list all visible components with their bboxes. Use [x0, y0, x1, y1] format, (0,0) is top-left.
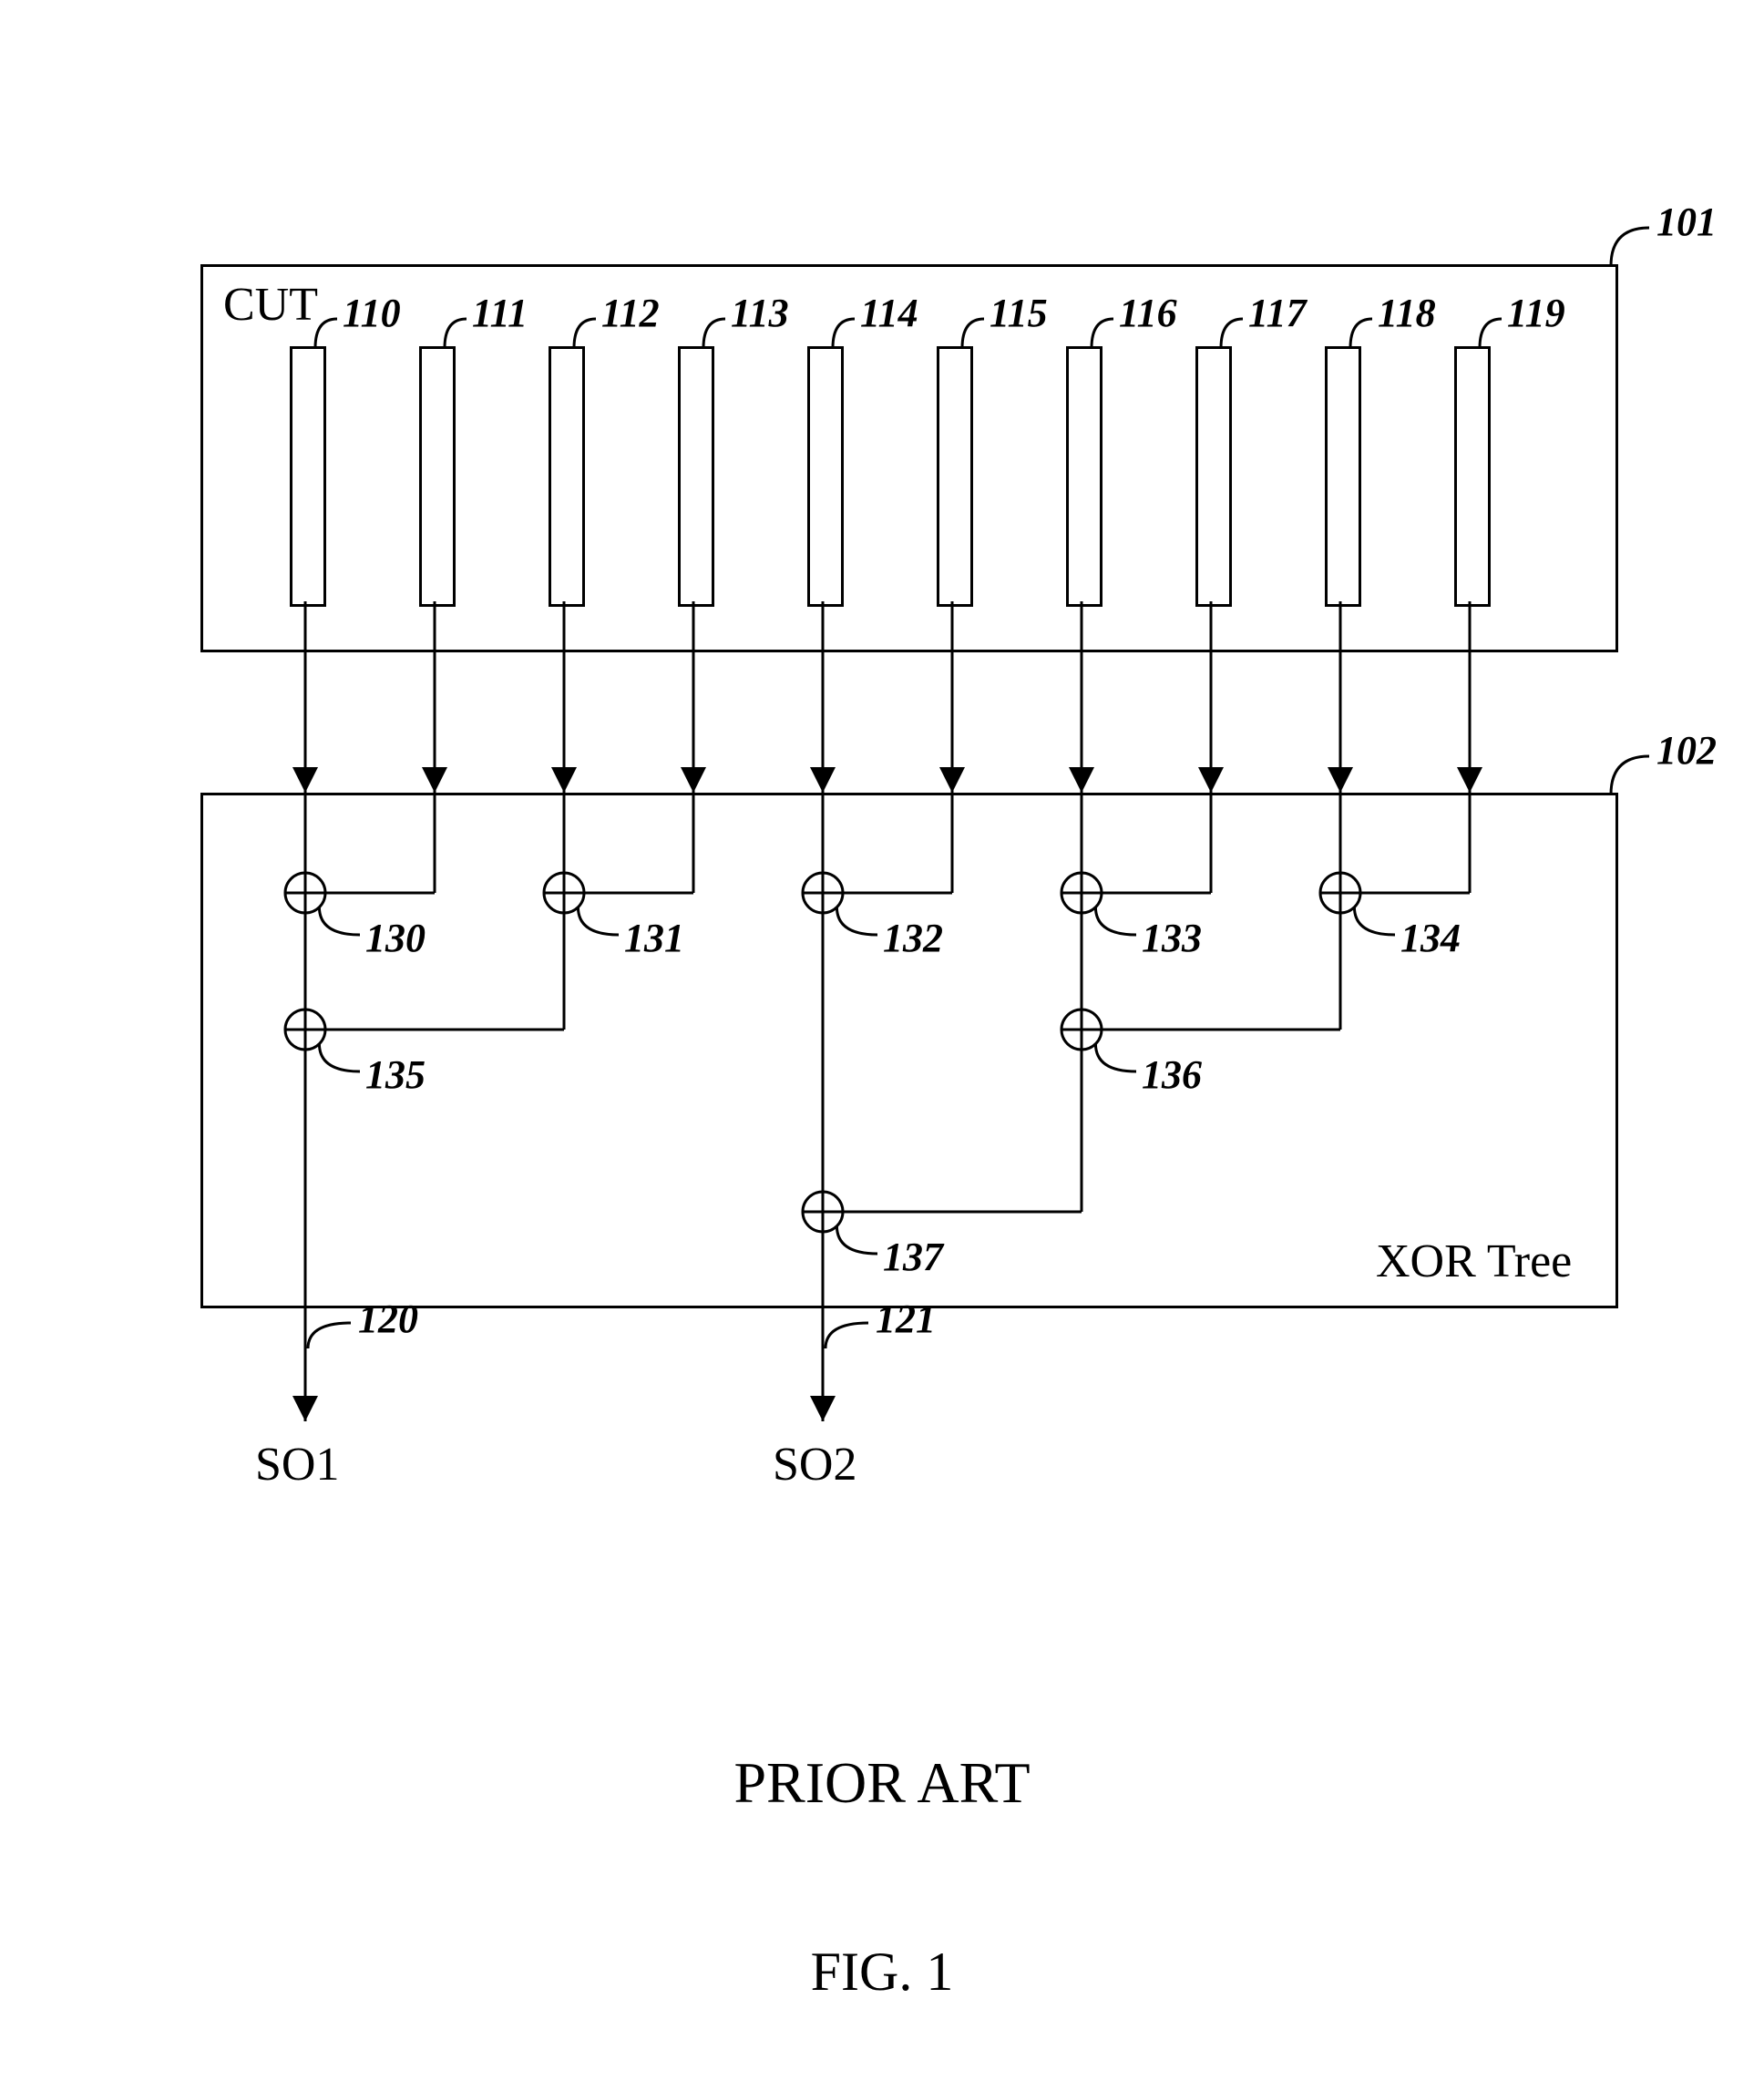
path-element	[315, 319, 337, 348]
path-element	[319, 907, 360, 935]
scanchain-ref-114: 114	[860, 290, 918, 336]
output-label-so1: SO1	[255, 1438, 339, 1491]
path-element	[319, 1043, 360, 1071]
xor-gate-ref-135: 135	[365, 1051, 426, 1098]
xor-gate-ref-130: 130	[365, 915, 426, 961]
polygon-element	[810, 1396, 836, 1421]
polygon-element	[551, 767, 577, 793]
scanchain-ref-118: 118	[1378, 290, 1436, 336]
path-element	[1611, 228, 1649, 266]
scanchain-ref-116: 116	[1119, 290, 1177, 336]
path-element	[1221, 319, 1243, 348]
cut-ref: 101	[1656, 199, 1717, 245]
polygon-element	[1328, 767, 1353, 793]
scanchain-ref-111: 111	[472, 290, 528, 336]
polygon-element	[939, 767, 965, 793]
path-element	[578, 907, 619, 935]
xor-gate-ref-134: 134	[1400, 915, 1461, 961]
path-element	[445, 319, 467, 348]
polygon-element	[292, 1396, 318, 1421]
xor-gate-ref-133: 133	[1142, 915, 1202, 961]
path-element	[1092, 319, 1113, 348]
polygon-element	[681, 767, 706, 793]
output-ref-120: 120	[358, 1296, 418, 1342]
output-label-so2: SO2	[773, 1438, 856, 1491]
scanchain-ref-112: 112	[601, 290, 660, 336]
path-element	[826, 1323, 868, 1348]
path-element	[1354, 907, 1395, 935]
polygon-element	[810, 767, 836, 793]
xor-ref: 102	[1656, 727, 1717, 774]
path-element	[1095, 907, 1136, 935]
xor-gate-ref-137: 137	[883, 1234, 943, 1280]
path-element	[1095, 1043, 1136, 1071]
path-element	[836, 907, 877, 935]
polygon-element	[422, 767, 447, 793]
path-element	[833, 319, 855, 348]
path-element	[308, 1323, 351, 1348]
path-element	[703, 319, 725, 348]
polygon-element	[1198, 767, 1224, 793]
path-element	[574, 319, 596, 348]
output-ref-121: 121	[876, 1296, 936, 1342]
path-element	[1611, 756, 1649, 794]
polygon-element	[1457, 767, 1482, 793]
scanchain-ref-113: 113	[731, 290, 789, 336]
path-element	[1350, 319, 1372, 348]
scanchain-ref-110: 110	[343, 290, 401, 336]
path-element	[836, 1225, 877, 1254]
xor-gate-ref-131: 131	[624, 915, 684, 961]
path-element	[962, 319, 984, 348]
polygon-element	[292, 767, 318, 793]
caption-fig: FIG. 1	[0, 1941, 1764, 2004]
scanchain-ref-115: 115	[990, 290, 1048, 336]
path-element	[1480, 319, 1502, 348]
xor-gate-ref-132: 132	[883, 915, 943, 961]
xor-gate-ref-136: 136	[1142, 1051, 1202, 1098]
caption-prior-art: PRIOR ART	[0, 1749, 1764, 1817]
polygon-element	[1069, 767, 1094, 793]
scanchain-ref-119: 119	[1507, 290, 1565, 336]
scanchain-ref-117: 117	[1248, 290, 1307, 336]
